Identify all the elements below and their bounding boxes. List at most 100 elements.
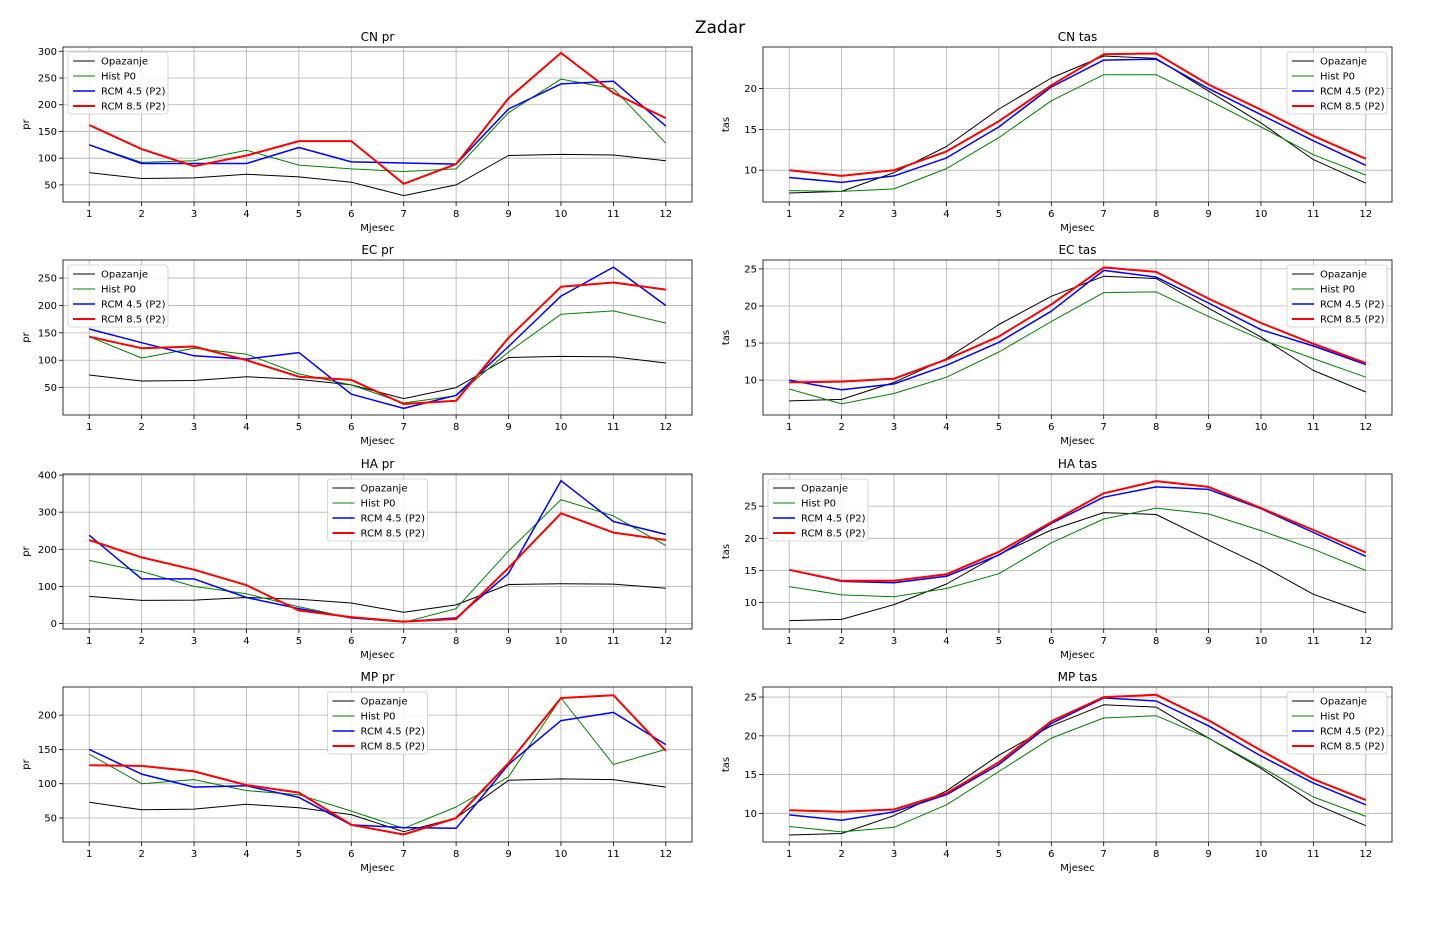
x-tick-label: 10 (1255, 209, 1268, 220)
x-tick-label: 4 (943, 636, 949, 647)
y-axis-label: tas (721, 757, 732, 772)
y-tick-label: 300 (38, 47, 57, 58)
plot-frame (62, 46, 693, 203)
x-tick-label: 7 (1101, 849, 1107, 860)
x-tick-label: 2 (838, 849, 844, 860)
x-axis-label: Mjesec (360, 650, 394, 661)
series-line-rcm-8-5-p2- (789, 52, 1367, 177)
x-tick-label: 12 (1359, 422, 1372, 433)
figure-title: Zadar (695, 18, 745, 38)
x-tick-label: 5 (296, 849, 302, 860)
legend: Opazanje Hist P0 RCM 4.5 (P2) RCM 8.5 (P2) (327, 691, 428, 755)
y-tick-label: 10 (744, 376, 757, 387)
legend-box (767, 478, 869, 542)
legend: Opazanje Hist P0 RCM 4.5 (P2) RCM 8.5 (P2) (1286, 51, 1388, 115)
chart-title: MP pr (361, 670, 395, 684)
legend-label: RCM 8.5 (P2) (101, 102, 166, 113)
x-tick-label: 10 (1255, 422, 1268, 433)
series-line-rcm-4-5-p2- (88, 80, 667, 165)
series-line-opazanje (89, 583, 666, 613)
legend-label: RCM 8.5 (P2) (361, 529, 426, 540)
series-line-rcm-8-5-p2- (88, 512, 666, 623)
x-tick-label: 5 (996, 209, 1002, 220)
chart-title: HA tas (1058, 457, 1097, 471)
x-tick-label: 5 (296, 422, 302, 433)
legend: Opazanje Hist P0 RCM 4.5 (P2) RCM 8.5 (P2) (1286, 691, 1388, 755)
y-axis-label: pr (21, 545, 32, 556)
series-line-hist-p0 (89, 310, 666, 404)
x-tick-label: 12 (659, 422, 672, 433)
x-tick-label: 10 (1255, 849, 1268, 860)
legend-label: RCM 4.5 (P2) (1320, 300, 1385, 311)
legend-label: Opazanje (101, 57, 148, 68)
series-line-opazanje (789, 704, 1366, 836)
series-line-hist-p0 (789, 74, 1366, 192)
legend-label: Hist P0 (801, 499, 836, 510)
legend-label: RCM 4.5 (P2) (1320, 87, 1385, 98)
plot-frame (762, 473, 1393, 630)
x-tick-label: 8 (1153, 849, 1159, 860)
chart-title: MP tas (1058, 670, 1098, 684)
legend-label: Hist P0 (1320, 712, 1355, 723)
x-axis-label: Mjesec (360, 436, 394, 447)
y-tick-label: 10 (744, 166, 757, 177)
x-tick-label: 5 (996, 849, 1002, 860)
x-tick-label: 10 (555, 209, 568, 220)
x-tick-label: 3 (891, 209, 897, 220)
y-axis-label: tas (721, 544, 732, 559)
series-line-rcm-4-5-p2- (789, 486, 1367, 584)
x-tick-label: 1 (786, 636, 792, 647)
x-axis-label: Mjesec (360, 223, 394, 234)
x-tick-label: 1 (786, 209, 792, 220)
plot-frame (762, 46, 1393, 203)
legend-box (1286, 691, 1388, 755)
y-tick-label: 50 (44, 180, 57, 191)
y-tick-label: 150 (38, 328, 57, 339)
legend-label: Opazanje (361, 484, 408, 495)
x-tick-label: 6 (348, 209, 354, 220)
y-tick-label: 100 (38, 779, 57, 790)
x-tick-label: 6 (348, 422, 354, 433)
series-line-hist-p0 (789, 507, 1366, 598)
series-line-hist-p0 (89, 78, 667, 172)
x-tick-label: 1 (86, 636, 92, 647)
x-tick-label: 3 (891, 849, 897, 860)
x-tick-label: 7 (401, 209, 407, 220)
x-tick-label: 3 (891, 422, 897, 433)
legend-label: Hist P0 (361, 712, 396, 723)
y-tick-label: 25 (744, 693, 757, 704)
y-tick-label: 20 (744, 301, 757, 312)
chart-title: EC pr (361, 243, 393, 257)
x-axis-label: Mjesec (1060, 436, 1094, 447)
x-tick-label: 11 (607, 209, 620, 220)
series-line-rcm-4-5-p2- (88, 711, 667, 830)
y-tick-label: 100 (38, 356, 57, 367)
series-line-hist-p0 (88, 697, 666, 829)
series-line-rcm-8-5-p2- (788, 480, 1367, 582)
x-tick-label: 12 (1359, 849, 1372, 860)
x-tick-label: 1 (786, 422, 792, 433)
x-tick-label: 4 (243, 422, 249, 433)
chart-title: CN tas (1058, 30, 1097, 44)
y-tick-label: 250 (38, 74, 57, 85)
x-tick-label: 12 (659, 636, 672, 647)
series-line-opazanje (89, 153, 666, 197)
legend-label: Hist P0 (1320, 285, 1355, 296)
y-tick-label: 50 (44, 383, 57, 394)
series-line-rcm-8-5-p2- (789, 266, 1367, 384)
y-tick-label: 100 (38, 582, 57, 593)
legend-label: RCM 8.5 (P2) (1320, 315, 1385, 326)
x-tick-label: 9 (1205, 849, 1211, 860)
legend-label: RCM 4.5 (P2) (361, 727, 426, 738)
x-tick-label: 10 (555, 422, 568, 433)
x-tick-label: 4 (243, 209, 249, 220)
legend: Opazanje Hist P0 RCM 4.5 (P2) RCM 8.5 (P2) (67, 51, 169, 115)
x-tick-label: 6 (348, 636, 354, 647)
x-tick-label: 5 (996, 636, 1002, 647)
legend-box (67, 264, 169, 328)
plot-frame (62, 686, 693, 843)
x-tick-label: 10 (555, 849, 568, 860)
